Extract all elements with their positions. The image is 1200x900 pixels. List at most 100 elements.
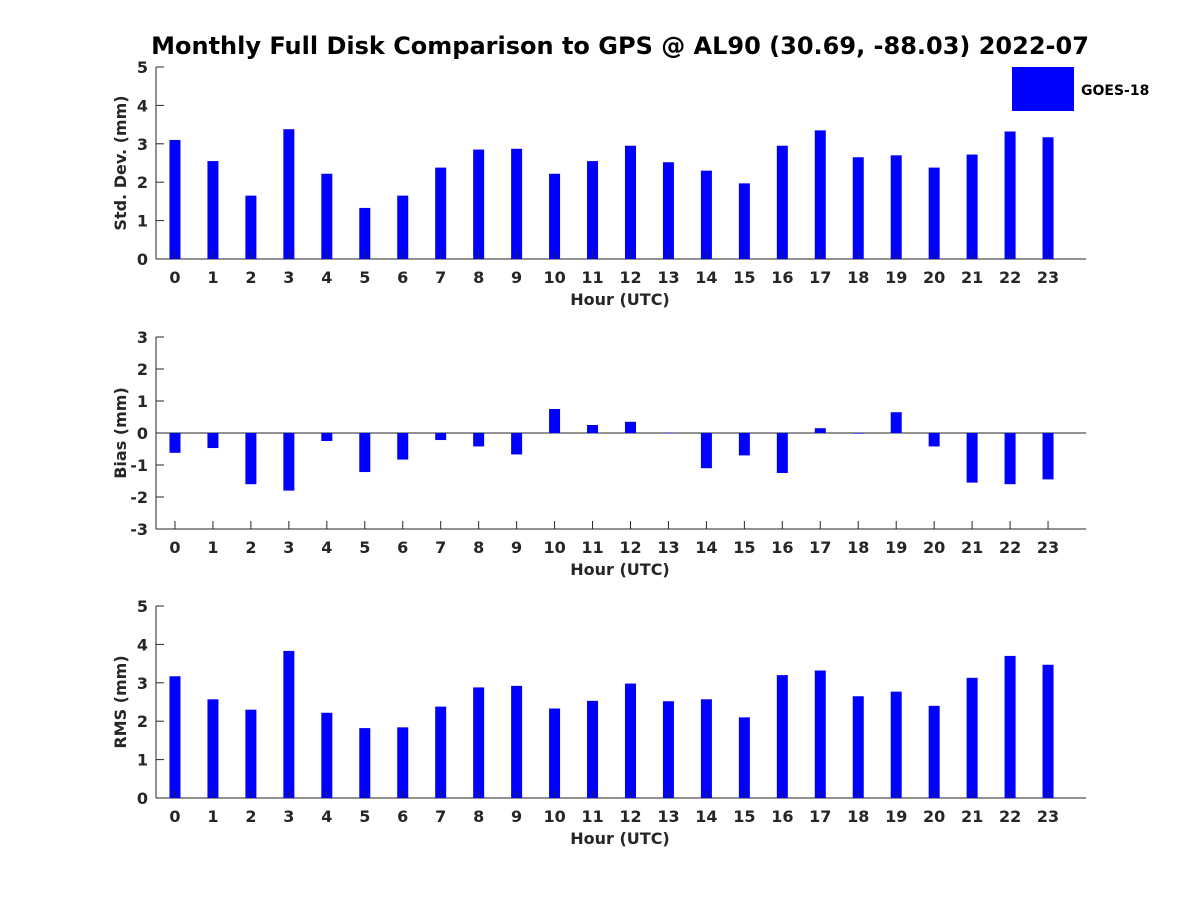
x-tick-label: 6	[397, 807, 408, 826]
bar-hour-13	[662, 162, 674, 259]
x-tick-label: 5	[359, 538, 370, 557]
bar-hour-15	[738, 433, 750, 456]
bar-hour-8	[473, 149, 485, 259]
bar-hour-6	[397, 433, 409, 460]
x-tick-label: 23	[1037, 268, 1059, 287]
y-tick-label: -2	[130, 488, 148, 507]
y-tick-label: -3	[130, 520, 148, 539]
x-tick-label: 21	[961, 268, 983, 287]
y-tick-label: 0	[137, 424, 148, 443]
x-tick-label: 20	[923, 538, 945, 557]
y-tick-label: 2	[137, 712, 148, 731]
bar-hour-14	[700, 170, 712, 259]
x-tick-label: 23	[1037, 538, 1059, 557]
y-axis-label: Std. Dev. (mm)	[111, 95, 130, 230]
bar-hour-20	[928, 433, 940, 447]
bar-hour-2	[245, 195, 257, 259]
y-tick-label: 1	[137, 751, 148, 770]
bar-hour-14	[700, 699, 712, 798]
x-tick-label: 3	[283, 538, 294, 557]
x-tick-label: 8	[473, 807, 484, 826]
bar-hour-3	[283, 129, 295, 259]
bar-hour-17	[814, 130, 826, 259]
bar-hour-23	[1042, 664, 1054, 798]
bar-hour-7	[435, 706, 447, 798]
x-tick-label: 16	[771, 268, 793, 287]
x-tick-label: 21	[961, 538, 983, 557]
x-tick-label: 2	[245, 538, 256, 557]
x-tick-label: 22	[999, 268, 1021, 287]
bar-hour-23	[1042, 433, 1054, 480]
bar-hour-0	[169, 676, 181, 798]
bar-hour-22	[1004, 131, 1016, 259]
bar-hour-22	[1004, 655, 1016, 798]
bar-hour-20	[928, 705, 940, 798]
x-tick-label: 6	[397, 538, 408, 557]
bar-hour-19	[890, 412, 902, 433]
bar-hour-15	[738, 183, 750, 259]
bar-hour-10	[549, 409, 561, 433]
bar-hour-8	[473, 687, 485, 798]
bar-hour-7	[435, 167, 447, 259]
bar-hour-4	[321, 173, 333, 259]
bar-hour-23	[1042, 137, 1054, 259]
bar-hour-16	[776, 675, 788, 798]
bar-hour-22	[1004, 433, 1016, 485]
bar-hour-6	[397, 195, 409, 259]
x-tick-label: 15	[733, 807, 755, 826]
x-tick-label: 8	[473, 538, 484, 557]
x-tick-label: 10	[543, 807, 565, 826]
bar-hour-20	[928, 167, 940, 259]
bar-hour-7	[435, 433, 447, 441]
x-tick-label: 13	[657, 807, 679, 826]
y-tick-label: 1	[137, 392, 148, 411]
bar-hour-17	[814, 428, 826, 433]
y-tick-label: 3	[137, 135, 148, 154]
y-tick-label: 0	[137, 250, 148, 269]
bar-hour-5	[359, 433, 371, 473]
x-tick-label: 0	[169, 807, 180, 826]
x-tick-label: 10	[543, 538, 565, 557]
x-tick-label: 10	[543, 268, 565, 287]
bar-hour-13	[662, 701, 674, 798]
bar-hour-19	[890, 155, 902, 259]
x-tick-label: 12	[619, 538, 641, 557]
x-tick-label: 19	[885, 538, 907, 557]
y-axis-label: RMS (mm)	[111, 655, 130, 748]
bar-hour-12	[624, 145, 636, 259]
figure-title: Monthly Full Disk Comparison to GPS @ AL…	[151, 32, 1089, 60]
bar-hour-6	[397, 727, 409, 798]
x-tick-label: 3	[283, 807, 294, 826]
x-tick-label: 1	[207, 268, 218, 287]
bar-hour-11	[587, 161, 599, 259]
x-tick-label: 1	[207, 807, 218, 826]
bar-hour-21	[966, 677, 978, 798]
x-tick-label: 17	[809, 538, 831, 557]
bar-hour-14	[700, 433, 712, 469]
x-tick-label: 7	[435, 268, 446, 287]
x-tick-label: 9	[511, 807, 522, 826]
x-tick-label: 19	[885, 268, 907, 287]
x-tick-label: 5	[359, 268, 370, 287]
x-tick-label: 2	[245, 807, 256, 826]
y-tick-label: 4	[137, 96, 148, 115]
bar-hour-2	[245, 709, 257, 798]
x-tick-label: 15	[733, 268, 755, 287]
y-tick-label: 1	[137, 212, 148, 231]
x-tick-label: 14	[695, 538, 717, 557]
x-tick-label: 7	[435, 538, 446, 557]
x-tick-label: 11	[581, 268, 603, 287]
bar-hour-10	[549, 708, 561, 798]
y-tick-label: 3	[137, 328, 148, 347]
y-tick-label: 5	[137, 58, 148, 77]
x-tick-label: 16	[771, 538, 793, 557]
x-tick-label: 9	[511, 268, 522, 287]
x-tick-label: 18	[847, 268, 869, 287]
y-tick-label: 2	[137, 173, 148, 192]
x-tick-label: 0	[169, 268, 180, 287]
bar-hour-18	[852, 433, 864, 434]
bar-hour-2	[245, 433, 257, 485]
x-tick-label: 17	[809, 268, 831, 287]
